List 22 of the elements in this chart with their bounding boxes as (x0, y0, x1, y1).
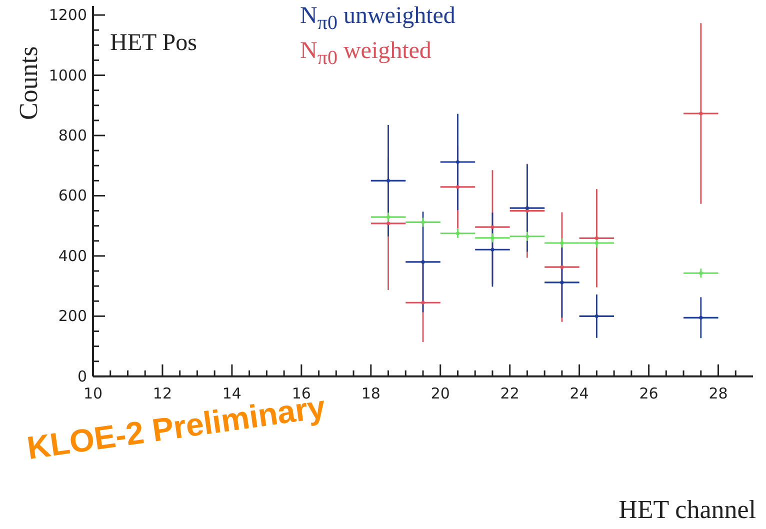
x-tick-label: 22 (500, 384, 520, 402)
x-axis-title: HET channel (618, 495, 756, 525)
x-tick-label: 18 (361, 384, 380, 402)
x-tick-label: 12 (152, 384, 172, 402)
y-tick-label: 600 (58, 186, 87, 205)
annotation: HET Pos (110, 30, 197, 57)
x-tick-label: 14 (222, 384, 242, 402)
x-tick-label: 20 (430, 384, 450, 402)
x-tick-label: 16 (292, 384, 311, 402)
x-tick-label: 10 (83, 384, 103, 402)
y-tick-label: 1200 (48, 6, 87, 24)
x-tick-label: 26 (639, 384, 658, 402)
y-tick-label: 1000 (48, 66, 87, 84)
y-tick-label: 800 (58, 126, 87, 144)
y-tick-label: 0 (77, 367, 87, 386)
y-tick-label: 400 (58, 246, 87, 265)
text: N$_{π0}$ weighted (300, 36, 432, 71)
x-tick-label: 24 (570, 384, 589, 402)
text: N$_{π0}$ unweighted (300, 2, 456, 36)
y-tick-label: 200 (58, 307, 87, 326)
x-tick-label: 28 (708, 384, 728, 402)
y-axis-title: Counts (14, 46, 44, 120)
